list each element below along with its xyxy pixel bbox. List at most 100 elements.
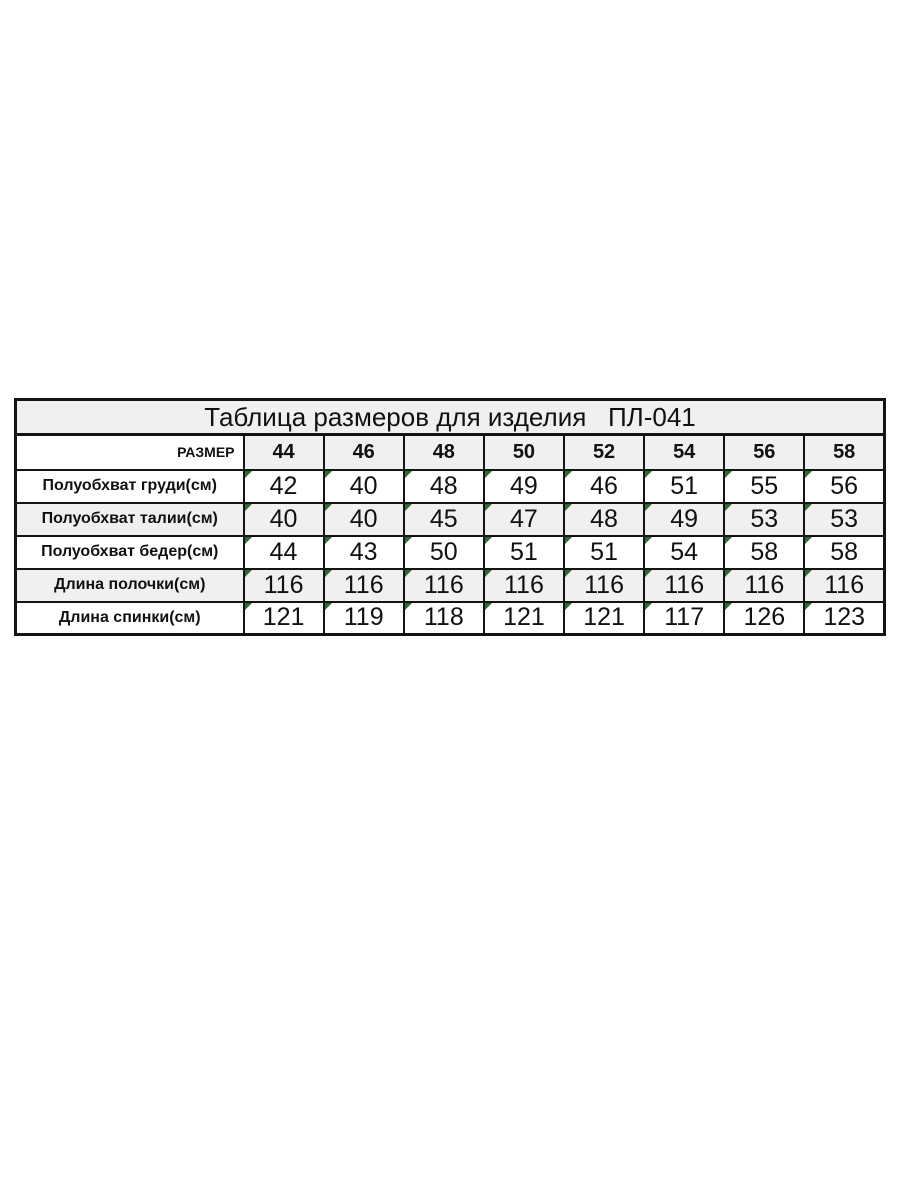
- value-cell: 116: [723, 567, 806, 603]
- value-text: 116: [504, 570, 544, 599]
- value-text: 50: [429, 537, 458, 566]
- size-header-cell: 48: [402, 433, 485, 471]
- corner-marker-icon: [325, 537, 332, 544]
- value-cell: 46: [562, 468, 646, 504]
- value-cell: 116: [562, 567, 646, 603]
- value-text: 43: [349, 537, 378, 566]
- size-table: Таблица размеров для изделия ПЛ-041 РАЗМ…: [14, 398, 886, 636]
- value-cell: 51: [482, 534, 566, 570]
- corner-marker-icon: [646, 537, 653, 544]
- corner-marker-icon: [646, 603, 653, 610]
- value-cell: 53: [723, 501, 806, 537]
- value-text: 53: [830, 504, 859, 533]
- value-cell: 121: [562, 600, 646, 636]
- value-text: 40: [269, 504, 298, 533]
- value-text: 116: [423, 570, 464, 599]
- value-cell: 116: [242, 567, 325, 603]
- size-header-cell: 50: [482, 433, 566, 471]
- corner-marker-icon: [726, 603, 733, 610]
- corner-marker-icon: [726, 471, 733, 478]
- value-cell: 51: [643, 468, 726, 504]
- value-text: 48: [429, 471, 458, 500]
- value-text: 46: [590, 471, 618, 500]
- value-text: 123: [823, 603, 866, 632]
- corner-marker-icon: [646, 570, 653, 577]
- corner-marker-icon: [245, 570, 252, 577]
- corner-marker-icon: [405, 537, 412, 544]
- corner-marker-icon: [646, 471, 653, 478]
- corner-marker-icon: [325, 570, 332, 577]
- value-cell: 121: [242, 600, 325, 636]
- value-text: 51: [670, 471, 699, 500]
- value-cell: 53: [803, 501, 886, 537]
- value-cell: 58: [803, 534, 886, 570]
- value-cell: 116: [643, 567, 726, 603]
- corner-marker-icon: [806, 504, 813, 511]
- value-text: 126: [743, 603, 786, 632]
- value-text: 116: [744, 570, 785, 599]
- corner-marker-icon: [806, 570, 813, 577]
- corner-marker-icon: [405, 504, 412, 511]
- size-header-cell: 52: [562, 433, 646, 471]
- value-cell: 116: [482, 567, 566, 603]
- corner-marker-icon: [806, 537, 813, 544]
- size-header-cell: 56: [723, 433, 806, 471]
- table-row-waist: Полуобхват талии(см) 40 40 45 47 48 49 5…: [14, 501, 886, 537]
- value-text: 44: [269, 537, 298, 566]
- corner-marker-icon: [325, 504, 332, 511]
- value-cell: 118: [402, 600, 485, 636]
- value-text: 54: [670, 537, 699, 566]
- value-cell: 49: [643, 501, 726, 537]
- measure-label: Полуобхват бедер(см): [14, 534, 245, 570]
- value-cell: 55: [723, 468, 806, 504]
- measure-label: Длина спинки(см): [14, 600, 245, 636]
- value-cell: 51: [562, 534, 646, 570]
- corner-marker-icon: [566, 504, 572, 511]
- value-text: 49: [670, 504, 699, 533]
- value-text: 58: [830, 537, 859, 566]
- value-cell: 48: [402, 468, 485, 504]
- measure-label: Полуобхват талии(см): [14, 501, 245, 537]
- corner-marker-icon: [405, 570, 412, 577]
- corner-marker-icon: [325, 603, 332, 610]
- size-header-cell: 46: [322, 433, 405, 471]
- corner-marker-icon: [566, 537, 572, 544]
- table-row-chest: Полуобхват груди(см) 42 40 48 49 46 51 5…: [14, 468, 886, 504]
- size-header-cell: 44: [242, 433, 325, 471]
- value-text: 116: [343, 570, 384, 599]
- corner-marker-icon: [566, 570, 572, 577]
- corner-marker-icon: [485, 471, 492, 478]
- value-text: 40: [349, 471, 378, 500]
- size-header-label: РАЗМЕР: [14, 433, 245, 471]
- corner-marker-icon: [726, 537, 733, 544]
- value-text: 53: [750, 504, 779, 533]
- corner-marker-icon: [566, 471, 572, 478]
- corner-marker-icon: [485, 570, 492, 577]
- size-header-row: РАЗМЕР 44 46 48 50 52 54 56 58: [14, 433, 886, 471]
- value-cell: 116: [803, 567, 886, 603]
- corner-marker-icon: [726, 570, 733, 577]
- corner-marker-icon: [245, 603, 252, 610]
- value-text: 117: [664, 603, 705, 632]
- measure-label: Полуобхват груди(см): [14, 468, 245, 504]
- corner-marker-icon: [405, 603, 412, 610]
- value-text: 121: [503, 603, 545, 632]
- table-row-front-length: Длина полочки(см) 116 116 116 116 116 11…: [14, 567, 886, 603]
- corner-marker-icon: [485, 537, 492, 544]
- value-text: 55: [750, 471, 779, 500]
- size-header-cell: 54: [643, 433, 726, 471]
- value-text: 42: [269, 471, 298, 500]
- value-text: 56: [830, 471, 859, 500]
- value-cell: 116: [402, 567, 485, 603]
- value-cell: 40: [322, 501, 405, 537]
- value-cell: 58: [723, 534, 806, 570]
- value-cell: 54: [643, 534, 726, 570]
- size-header-cell: 58: [803, 433, 886, 471]
- value-cell: 123: [803, 600, 886, 636]
- value-cell: 42: [242, 468, 325, 504]
- corner-marker-icon: [325, 471, 332, 478]
- table-row-hips: Полуобхват бедер(см) 44 43 50 51 51 54 5…: [14, 534, 886, 570]
- measure-label: Длина полочки(см): [14, 567, 245, 603]
- corner-marker-icon: [806, 603, 813, 610]
